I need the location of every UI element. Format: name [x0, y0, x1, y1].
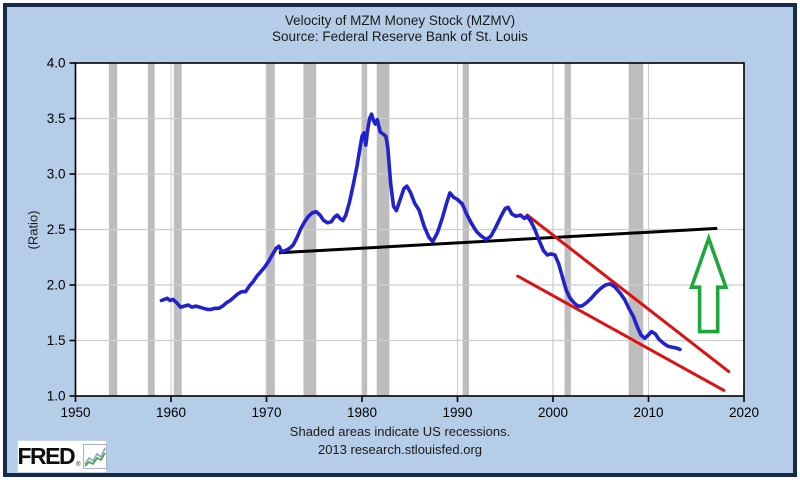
red-channel-lower-line	[516, 274, 726, 392]
black-trendline	[278, 226, 718, 255]
chart-title: Velocity of MZM Money Stock (MZMV)	[284, 13, 516, 28]
y-tick-label: 3.5	[47, 111, 66, 126]
y-tick-label: 3.0	[47, 167, 66, 182]
x-tick-label: 1950	[60, 405, 90, 420]
x-tick-label: 1960	[156, 405, 186, 420]
y-tick-label: 1.0	[47, 389, 66, 404]
y-tick-label: 1.5	[47, 333, 66, 348]
title-block: Velocity of MZM Money Stock (MZMV) Sourc…	[0, 13, 800, 45]
chart-subtitle: Source: Federal Reserve Bank of St. Loui…	[272, 29, 528, 44]
fred-logo-text: FRED	[17, 443, 75, 469]
x-tick-label: 2020	[729, 405, 759, 420]
y-tick-label: 4.0	[47, 56, 66, 71]
fred-logo: FRED ®	[17, 440, 107, 473]
y-tick-label: 2.5	[47, 222, 66, 237]
green-up-arrow	[688, 232, 729, 334]
x-tick-label: 2000	[538, 405, 568, 420]
y-axis-label: (Ratio)	[25, 210, 41, 250]
source-credit: 2013 research.stlouisfed.org	[317, 442, 483, 457]
x-tick-label: 2010	[633, 405, 663, 420]
recession-note: Shaded areas indicate US recessions.	[289, 424, 511, 439]
registered-trademark-icon: ®	[76, 462, 81, 468]
line-chart-icon	[82, 444, 107, 469]
red-channel-upper-line	[525, 213, 731, 374]
x-tick-label: 1990	[442, 405, 472, 420]
x-tick-label: 1970	[251, 405, 281, 420]
x-tick-label: 1980	[347, 405, 377, 420]
y-tick-label: 2.0	[47, 278, 66, 293]
mzm-velocity-line	[159, 112, 682, 352]
